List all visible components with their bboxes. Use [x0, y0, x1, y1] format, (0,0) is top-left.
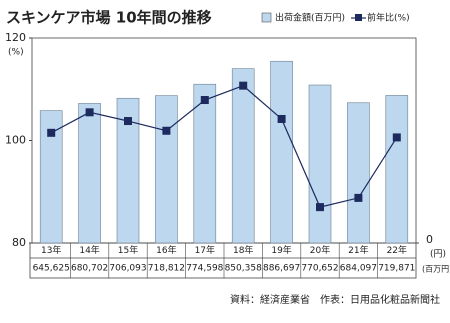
chart-title: スキンケア市場 10年間の推移	[6, 9, 212, 27]
source: 資料：経済産業省 作表：日用品化粧品新聞社	[230, 293, 440, 306]
marker	[277, 114, 286, 123]
marker	[239, 81, 248, 90]
y-unit: (%)	[8, 48, 24, 58]
table-value: 770,652	[301, 264, 338, 274]
bar	[347, 102, 370, 244]
x-tick-label: 20年	[310, 244, 330, 256]
y2-unit: (円)	[430, 249, 446, 260]
marker	[162, 126, 171, 135]
legend-label: 前年比(%)	[367, 12, 410, 24]
table-value: 850,358	[225, 264, 262, 274]
x-tick-label: 15年	[118, 244, 138, 256]
marker	[316, 203, 324, 212]
y2-tick-label: 0	[426, 233, 433, 246]
table-value: 719,871	[378, 264, 415, 274]
marker	[200, 96, 209, 105]
y-tick-label: 100	[5, 134, 26, 147]
table-value: 684,097	[340, 264, 377, 274]
x-tick-label: 13年	[41, 244, 61, 256]
line	[50, 84, 398, 208]
bar	[78, 103, 101, 244]
bar	[385, 95, 409, 244]
legend-swatch	[261, 12, 272, 23]
x-tick-label: 19年	[271, 244, 291, 256]
bar	[116, 97, 140, 244]
table-value: 706,093	[109, 264, 146, 274]
table-value: 645,625	[33, 264, 70, 274]
marker	[392, 133, 401, 142]
bar	[270, 60, 293, 244]
table-value: 680,702	[71, 264, 108, 274]
table-value: 774,598	[186, 264, 223, 274]
x-tick-label: 18年	[233, 244, 253, 256]
table-value: 718,812	[148, 264, 185, 274]
x-tick-label: 14年	[79, 244, 99, 256]
x-tick-label: 21年	[348, 244, 368, 256]
legend-label: 出荷金額(百万円)	[275, 12, 345, 24]
x-tick-label: 16年	[156, 244, 176, 256]
marker	[85, 108, 94, 117]
y-tick-label: 120	[5, 31, 26, 44]
marker	[354, 193, 363, 202]
bar	[231, 68, 255, 244]
table-frame	[29, 242, 417, 279]
table-value: 886,697	[263, 264, 300, 274]
x-tick-label: 17年	[195, 244, 215, 256]
bar	[39, 110, 63, 244]
legend-swatch	[355, 14, 362, 21]
marker	[47, 128, 56, 137]
y-tick-label: 80	[12, 236, 26, 249]
table-unit: (百万円)	[422, 265, 450, 274]
bar	[155, 95, 178, 244]
bar	[308, 84, 332, 244]
bar	[193, 83, 217, 244]
marker	[124, 117, 132, 126]
x-tick-label: 22年	[387, 244, 407, 256]
